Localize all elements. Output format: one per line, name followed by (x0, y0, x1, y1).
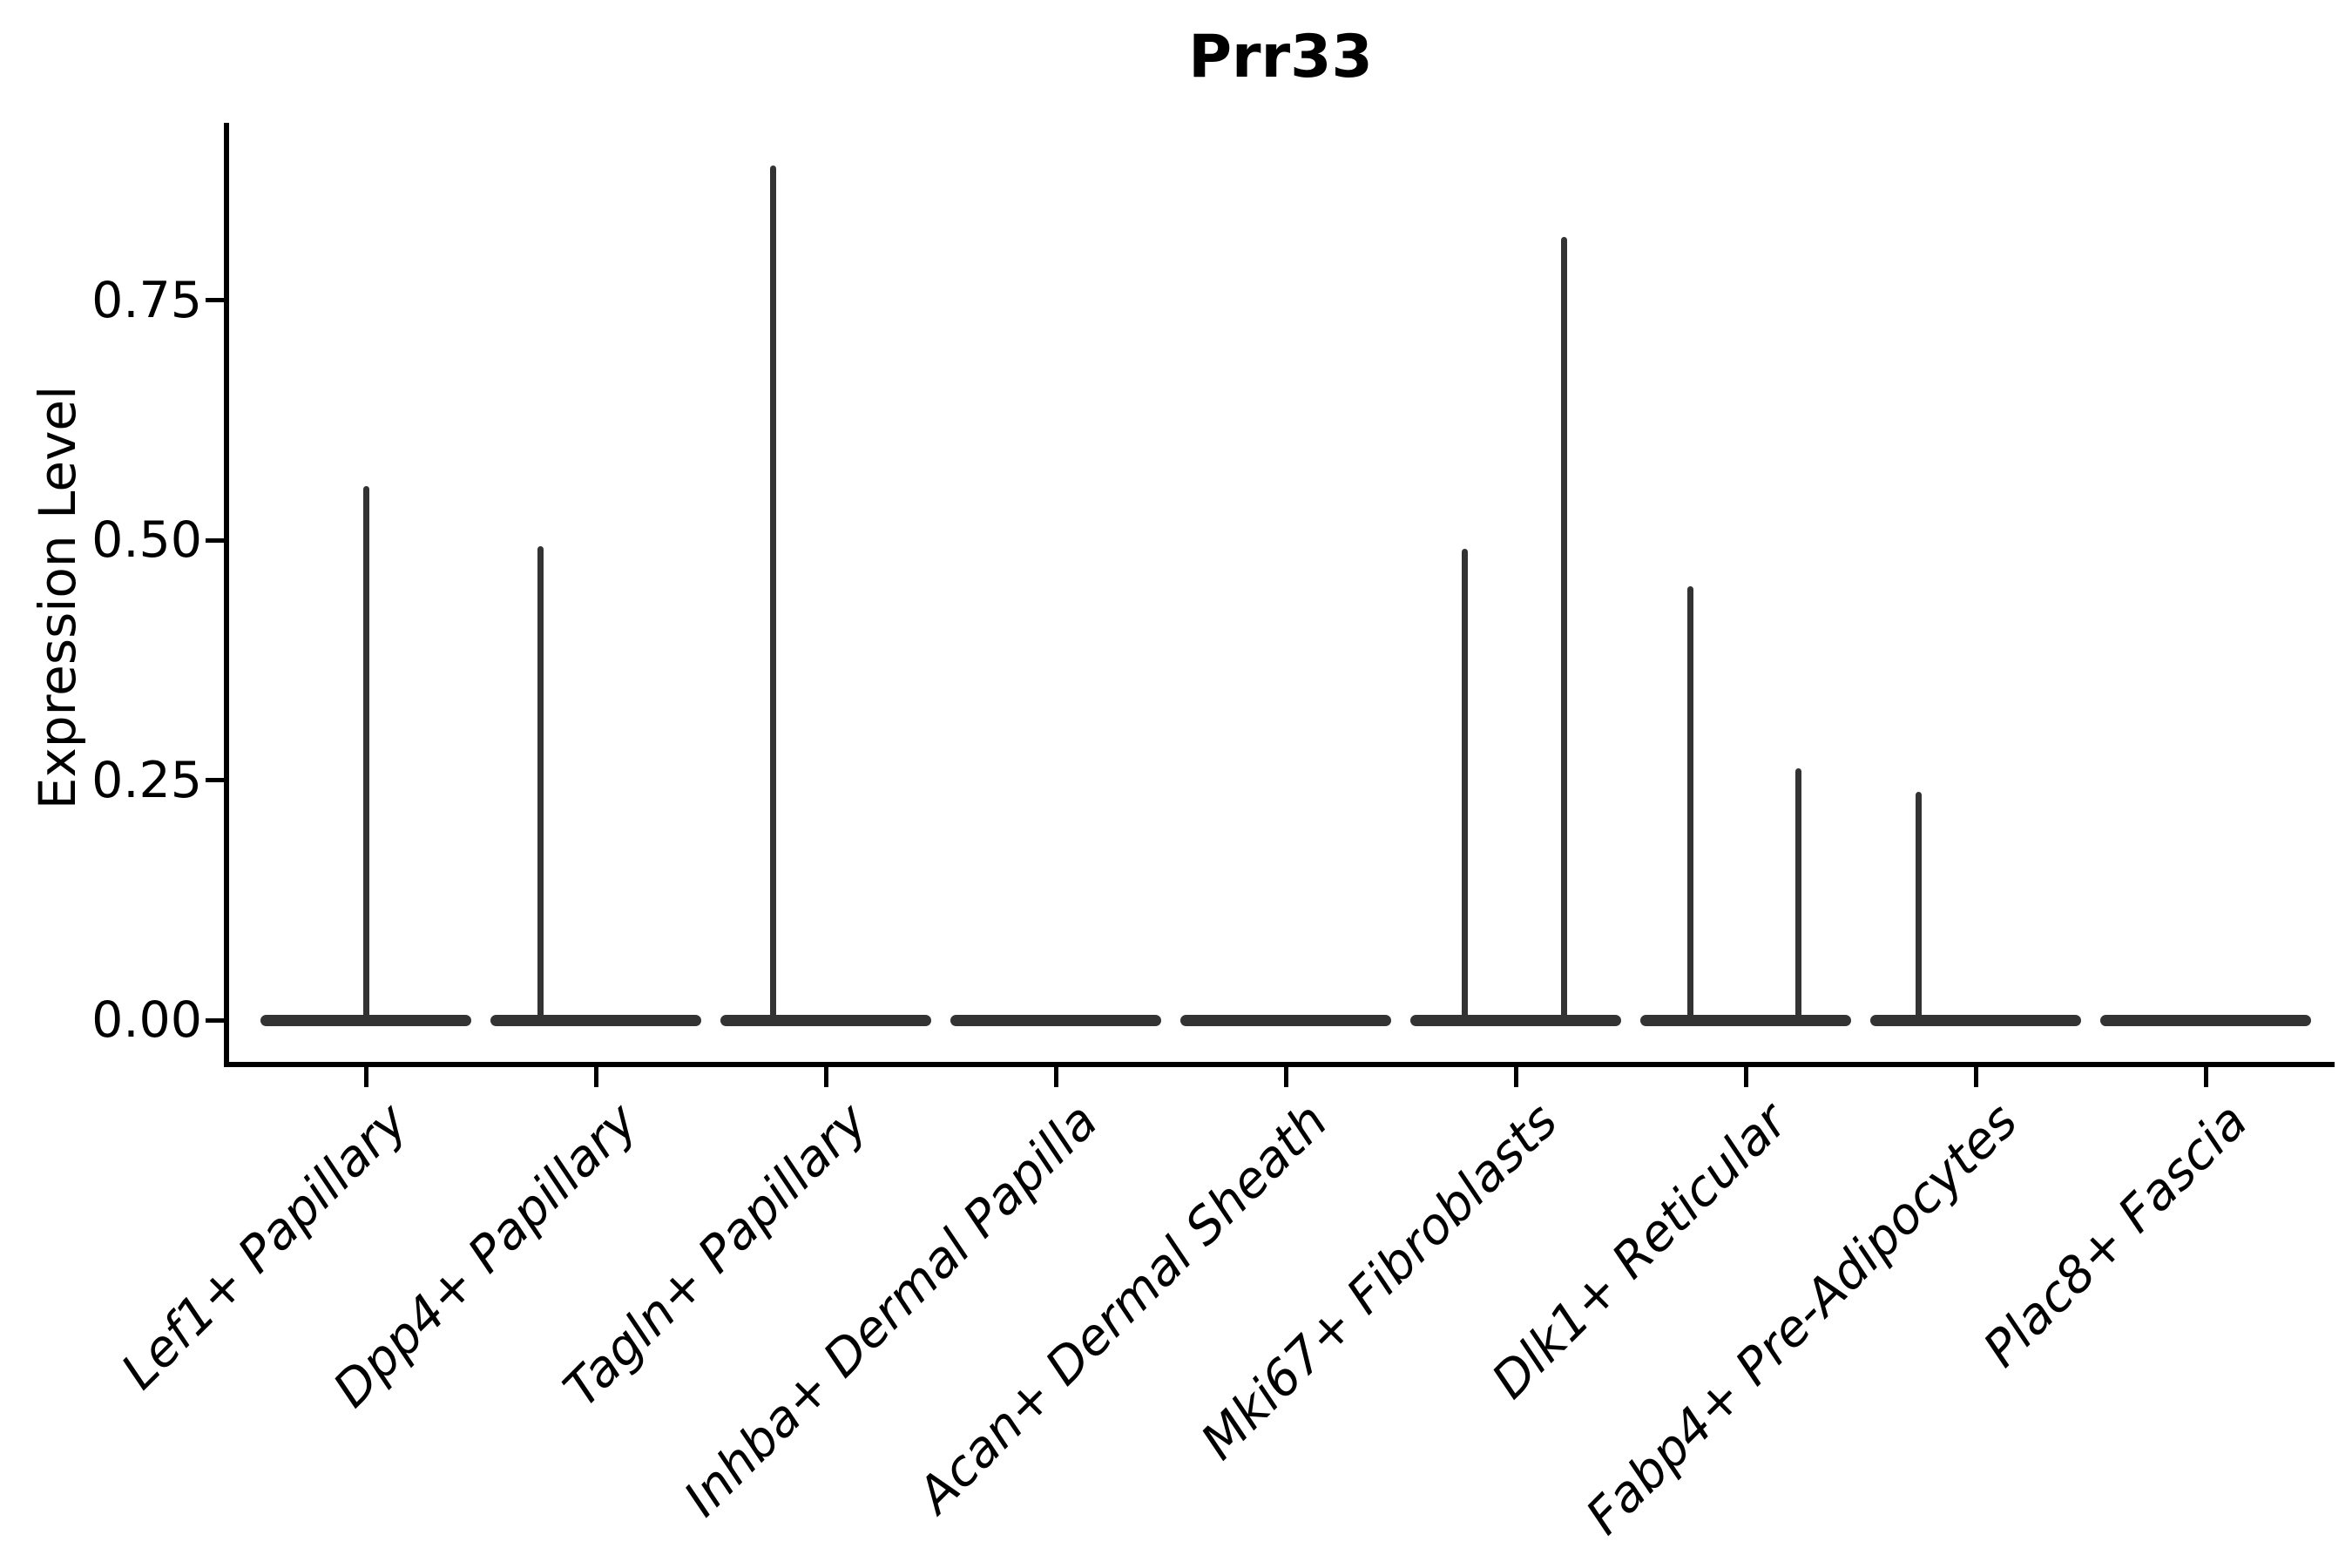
violin-baseline (950, 1014, 1161, 1026)
x-tick-label: Fabp4+ Pre-Adipocytes (1575, 1092, 2029, 1546)
x-tick-mark (1743, 1064, 1748, 1087)
violin-spike (362, 486, 369, 1025)
y-axis-line (224, 123, 229, 1067)
x-tick-mark (2203, 1064, 2208, 1087)
y-tick-label: 0.75 (91, 271, 202, 329)
y-tick-mark (206, 537, 226, 543)
x-tick-mark (363, 1064, 368, 1087)
violin-baseline (2100, 1014, 2311, 1026)
y-axis-label: Expression Level (28, 385, 87, 810)
chart-title: Prr33 (1188, 23, 1373, 91)
x-tick-mark (593, 1064, 598, 1087)
violin-baseline (1640, 1014, 1851, 1026)
violin-baseline (720, 1014, 931, 1026)
x-tick-mark (1053, 1064, 1058, 1087)
y-tick-label: 0.00 (91, 991, 202, 1049)
y-tick-label: 0.50 (91, 511, 202, 569)
violin-spike (1560, 236, 1567, 1025)
x-tick-mark (823, 1064, 828, 1087)
violin-spike (537, 545, 544, 1025)
x-tick-mark (1283, 1064, 1288, 1087)
x-tick-label: Acan+ Dermal Sheath (907, 1092, 1339, 1524)
violin-spike (1462, 548, 1469, 1025)
violin-spike (1795, 768, 1802, 1025)
y-tick-mark (206, 1017, 226, 1023)
x-tick-mark (1973, 1064, 1978, 1087)
x-axis-line (224, 1062, 2335, 1067)
violin-baseline (1410, 1014, 1621, 1026)
violin-baseline (1180, 1014, 1391, 1026)
violin-spike (769, 166, 776, 1025)
violin-spike (1915, 791, 1922, 1025)
x-tick-mark (1513, 1064, 1518, 1087)
x-tick-label: Inhba+ Dermal Papilla (672, 1092, 1109, 1528)
y-tick-mark (206, 298, 226, 302)
violin-baseline (1870, 1014, 2081, 1026)
y-tick-label: 0.25 (91, 751, 202, 809)
violin-spike (1687, 585, 1694, 1025)
y-tick-mark (206, 778, 226, 782)
violin-baseline (490, 1014, 701, 1026)
